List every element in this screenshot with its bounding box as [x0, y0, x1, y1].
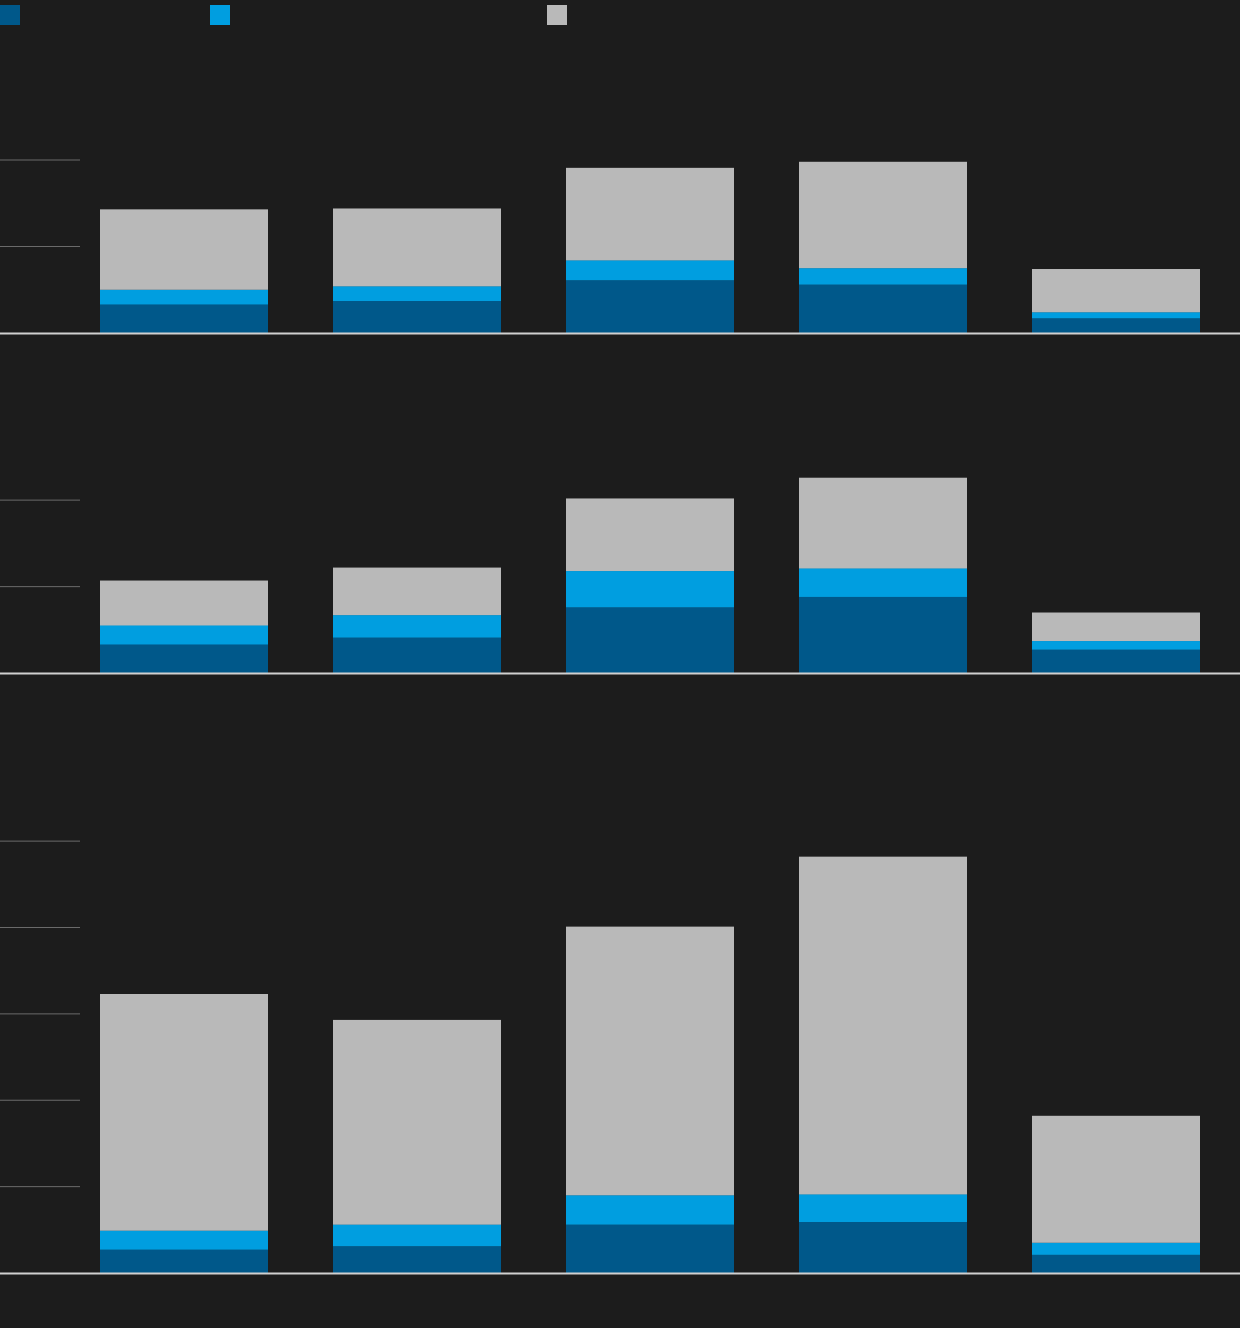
bar-segment	[1032, 612, 1200, 642]
bar-segment	[1032, 649, 1200, 673]
bar-segment	[333, 1224, 501, 1247]
bar-segment	[333, 286, 501, 302]
bar-segment	[566, 260, 734, 281]
bar-segment	[1032, 1115, 1200, 1243]
bar-segment	[1032, 312, 1200, 319]
bar-segment	[100, 304, 268, 333]
bar-segment	[799, 477, 967, 569]
bar-segment	[333, 1019, 501, 1225]
bar-segment	[566, 498, 734, 572]
bar-segment	[1032, 1242, 1200, 1255]
bar-segment	[100, 289, 268, 305]
bar-segment	[100, 625, 268, 645]
bar-segment	[566, 280, 734, 333]
bar-segment	[100, 580, 268, 626]
bar-segment	[1032, 269, 1200, 313]
bar-segment	[799, 1222, 967, 1273]
bar-segment	[100, 1249, 268, 1273]
bar-segment	[799, 596, 967, 673]
bar-segment	[799, 268, 967, 285]
bar-segment	[100, 1230, 268, 1250]
legend-swatch	[0, 5, 20, 25]
bar-segment	[333, 615, 501, 638]
bar-segment	[566, 1195, 734, 1225]
bar-segment	[333, 567, 501, 616]
bar-segment	[566, 167, 734, 261]
bar-segment	[100, 644, 268, 673]
bar-segment	[566, 607, 734, 673]
bar-segment	[333, 208, 501, 287]
bar-segment	[799, 568, 967, 597]
bar-segment	[799, 856, 967, 1195]
bar-segment	[566, 571, 734, 608]
legend-swatch	[547, 5, 567, 25]
bar-segment	[799, 284, 967, 333]
bar-segment	[566, 1224, 734, 1273]
bar-segment	[100, 209, 268, 290]
bar-segment	[100, 994, 268, 1231]
legend-swatch	[210, 5, 230, 25]
bar-segment	[1032, 1254, 1200, 1273]
bar-segment	[799, 1194, 967, 1223]
bar-segment	[333, 1246, 501, 1273]
bar-segment	[333, 637, 501, 673]
bar-segment	[566, 926, 734, 1196]
bar-segment	[1032, 641, 1200, 650]
bar-segment	[799, 161, 967, 269]
bar-segment	[333, 301, 501, 333]
bar-segment	[1032, 318, 1200, 333]
